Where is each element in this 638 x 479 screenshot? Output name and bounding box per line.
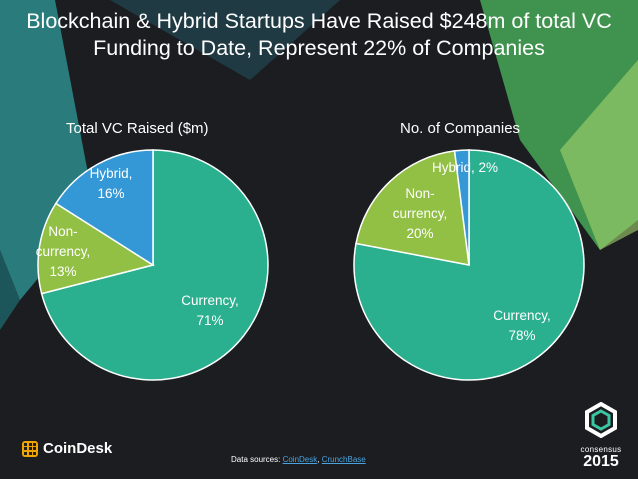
pie2-label-hybrid: Hybrid, 2%	[432, 160, 498, 175]
pie1-slice-non-currency	[37, 202, 155, 295]
pie1-label-non-currency: Non-currency, 13%	[36, 224, 91, 279]
pie1-slice-currency	[40, 149, 269, 381]
pie2-label-non-currency: Non-currency, 20%	[393, 186, 448, 241]
consensus-hexagon-icon	[585, 401, 617, 439]
consensus-logo: consensus 2015	[576, 401, 626, 470]
pie1-label-currency: Currency, 71%	[181, 293, 239, 328]
pie2-slice-hybrid	[453, 149, 470, 266]
pie1-label-hybrid: Hybrid, 16%	[90, 166, 133, 201]
slide-title: Blockchain & Hybrid Startups Have Raised…	[26, 9, 612, 60]
pie1-slice-hybrid	[54, 149, 154, 267]
chart-title-companies: No. of Companies	[400, 120, 521, 137]
consensus-word: consensus	[580, 445, 622, 454]
source-link-coindesk[interactable]: CoinDesk	[282, 455, 318, 464]
chart-title-vc-raised: Total VC Raised ($m)	[66, 120, 209, 137]
pie2-label-currency: Currency, 78%	[493, 308, 551, 343]
source-link-crunchbase[interactable]: CrunchBase	[321, 455, 366, 464]
data-sources: Data sources: CoinDesk, CrunchBase	[231, 455, 366, 464]
consensus-year: 2015	[583, 453, 619, 470]
decor-shape-left-dark	[0, 250, 20, 330]
decor-shape-right-light	[560, 60, 638, 250]
sources-separator: ,	[317, 455, 322, 464]
sources-prefix: Data sources:	[231, 455, 283, 464]
pie2-slice-non-currency	[355, 150, 470, 266]
decor-shape-top	[110, 0, 340, 80]
coindesk-logo: CoinDesk	[22, 440, 112, 457]
coindesk-logo-text: CoinDesk	[43, 440, 113, 457]
coindesk-grid-icon	[22, 440, 38, 457]
